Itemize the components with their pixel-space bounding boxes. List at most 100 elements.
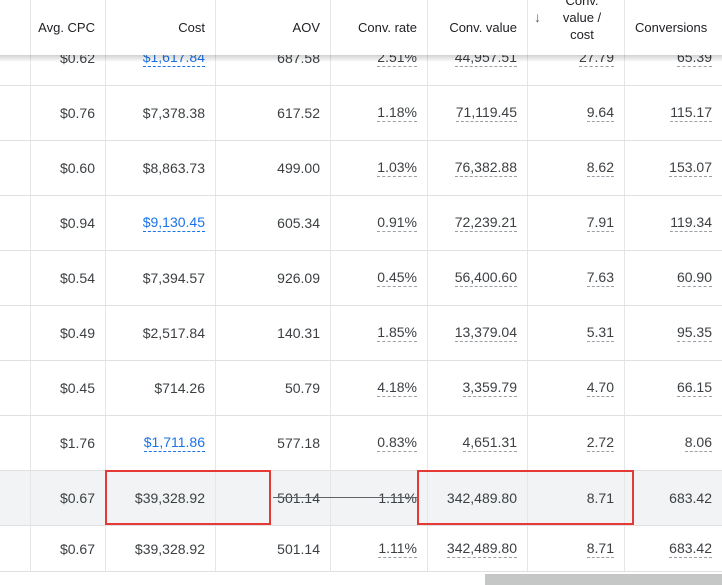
cell-conv-value-cost: 8.71 xyxy=(527,471,624,525)
cell-conv-value-cost[interactable]: 7.63 xyxy=(527,251,624,305)
cell-conv-value[interactable]: 342,489.80 xyxy=(427,526,527,571)
cell-cost[interactable]: $1,711.86 xyxy=(105,416,215,470)
row-left-edge xyxy=(0,196,30,250)
total-row[interactable]: $0.67 $39,328.92 501.14 1.11% 342,489.80… xyxy=(0,471,722,526)
cell-aov: 617.52 xyxy=(215,86,330,140)
cell-aov: 50.79 xyxy=(215,361,330,415)
header-avg-cpc[interactable]: Avg. CPC xyxy=(30,0,105,55)
cell-conversions[interactable]: 60.90 xyxy=(624,251,722,305)
table-row[interactable]: $1.76 $1,711.86 577.18 0.83% 4,651.31 2.… xyxy=(0,416,722,471)
cell-conv-rate[interactable]: 1.03% xyxy=(330,141,427,195)
cell-conv-value: 342,489.80 xyxy=(427,471,527,525)
cell-avg-cpc: $0.94 xyxy=(30,196,105,250)
cell-conv-value[interactable]: 4,651.31 xyxy=(427,416,527,470)
header-label: Conv. rate xyxy=(357,20,417,35)
table-row[interactable]: $0.60 $8,863.73 499.00 1.03% 76,382.88 8… xyxy=(0,141,722,196)
cell-conv-rate[interactable]: 1.85% xyxy=(330,306,427,360)
cell-conv-rate[interactable]: 0.91% xyxy=(330,196,427,250)
cell-conv-rate[interactable]: 0.83% xyxy=(330,416,427,470)
cell-avg-cpc: $0.60 xyxy=(30,141,105,195)
row-left-edge xyxy=(0,141,30,195)
cell-avg-cpc: $0.76 xyxy=(30,86,105,140)
cell-cost: $7,378.38 xyxy=(105,86,215,140)
cell-conv-value-cost[interactable]: 8.62 xyxy=(527,141,624,195)
cell-cost: $2,517.84 xyxy=(105,306,215,360)
header-label: Conv. value xyxy=(449,20,517,35)
cell-conv-value[interactable]: 13,379.04 xyxy=(427,306,527,360)
table-row[interactable]: $0.94 $9,130.45 605.34 0.91% 72,239.21 7… xyxy=(0,196,722,251)
cell-avg-cpc: $1.76 xyxy=(30,416,105,470)
cell-conv-value[interactable]: 71,119.45 xyxy=(427,86,527,140)
cell-conv-rate[interactable]: 4.18% xyxy=(330,361,427,415)
header-conversions[interactable]: Conversions xyxy=(624,0,722,55)
cell-conversions[interactable]: 119.34 xyxy=(624,196,722,250)
cell-conversions[interactable]: 8.06 xyxy=(624,416,722,470)
header-label-line: value / xyxy=(562,10,602,25)
cell-conv-value-cost[interactable]: 2.72 xyxy=(527,416,624,470)
cell-cost[interactable]: $9,130.45 xyxy=(105,196,215,250)
cell-conv-value-cost[interactable]: 8.71 xyxy=(527,526,624,571)
cell-conv-rate[interactable]: 1.11% xyxy=(330,526,427,571)
cell-avg-cpc: $0.45 xyxy=(30,361,105,415)
cell-aov: 499.00 xyxy=(215,141,330,195)
row-left-edge xyxy=(0,251,30,305)
cell-conv-value[interactable]: 72,239.21 xyxy=(427,196,527,250)
cell-conv-value-cost[interactable]: 5.31 xyxy=(527,306,624,360)
cell-conversions[interactable]: 683.42 xyxy=(624,526,722,571)
scrollbar-thumb[interactable] xyxy=(485,574,722,585)
cell-aov: 501.14 xyxy=(215,526,330,571)
cell-conv-value[interactable]: 76,382.88 xyxy=(427,141,527,195)
header-conv-value[interactable]: Conv. value xyxy=(427,0,527,55)
cell-aov: 577.18 xyxy=(215,416,330,470)
cell-avg-cpc: $0.49 xyxy=(30,306,105,360)
table-header: Avg. CPC Cost AOV Conv. rate Conv. value… xyxy=(0,0,722,55)
cell-conv-value-cost[interactable]: 7.91 xyxy=(527,196,624,250)
header-cost[interactable]: Cost xyxy=(105,0,215,55)
cell-conv-value[interactable]: 3,359.79 xyxy=(427,361,527,415)
cell-conv-rate: 1.11% xyxy=(330,471,427,525)
cell-conv-rate[interactable]: 0.45% xyxy=(330,251,427,305)
cell-conversions: 683.42 xyxy=(624,471,722,525)
cell-conversions[interactable]: 153.07 xyxy=(624,141,722,195)
header-shadow xyxy=(0,55,722,62)
cell-aov: 605.34 xyxy=(215,196,330,250)
highlight-box-conv-value xyxy=(417,470,634,525)
header-label: Avg. CPC xyxy=(38,20,95,35)
header-conv-rate[interactable]: Conv. rate xyxy=(330,0,427,55)
cell-conv-value[interactable]: 56,400.60 xyxy=(427,251,527,305)
table-row[interactable]: $0.45 $714.26 50.79 4.18% 3,359.79 4.70 … xyxy=(0,361,722,416)
cell-cost: $7,394.57 xyxy=(105,251,215,305)
row-left-edge xyxy=(0,306,30,360)
total-row[interactable]: $0.67 $39,328.92 501.14 1.11% 342,489.80… xyxy=(0,526,722,572)
cell-cost: $39,328.92 xyxy=(105,526,215,571)
header-left-edge xyxy=(0,0,30,55)
cell-aov: 501.14 xyxy=(215,471,330,525)
cell-aov: 926.09 xyxy=(215,251,330,305)
header-label-line: cost xyxy=(570,27,594,42)
cell-avg-cpc: $0.67 xyxy=(30,526,105,571)
strike-line xyxy=(273,497,417,498)
cell-avg-cpc: $0.67 xyxy=(30,471,105,525)
row-left-edge xyxy=(0,526,30,571)
header-label: Cost xyxy=(178,20,205,35)
header-conv-value-cost[interactable]: ↓ Conv. value / cost xyxy=(527,0,624,55)
cell-avg-cpc: $0.54 xyxy=(30,251,105,305)
row-left-edge xyxy=(0,361,30,415)
table-row[interactable]: $0.54 $7,394.57 926.09 0.45% 56,400.60 7… xyxy=(0,251,722,306)
row-left-edge xyxy=(0,86,30,140)
header-label: AOV xyxy=(292,20,320,35)
cell-conv-value-cost[interactable]: 4.70 xyxy=(527,361,624,415)
cell-aov: 140.31 xyxy=(215,306,330,360)
cell-conversions[interactable]: 95.35 xyxy=(624,306,722,360)
table-row[interactable]: $0.49 $2,517.84 140.31 1.85% 13,379.04 5… xyxy=(0,306,722,361)
header-aov[interactable]: AOV xyxy=(215,0,330,55)
highlight-box-cost xyxy=(105,470,271,525)
header-label-line: Conv. xyxy=(565,0,599,8)
cell-conversions[interactable]: 115.17 xyxy=(624,86,722,140)
cell-conv-rate[interactable]: 1.18% xyxy=(330,86,427,140)
cell-cost: $8,863.73 xyxy=(105,141,215,195)
cell-conv-value-cost[interactable]: 9.64 xyxy=(527,86,624,140)
header-label-stack: Conv. value / cost xyxy=(546,0,618,43)
table-row[interactable]: $0.76 $7,378.38 617.52 1.18% 71,119.45 9… xyxy=(0,86,722,141)
cell-conversions[interactable]: 66.15 xyxy=(624,361,722,415)
